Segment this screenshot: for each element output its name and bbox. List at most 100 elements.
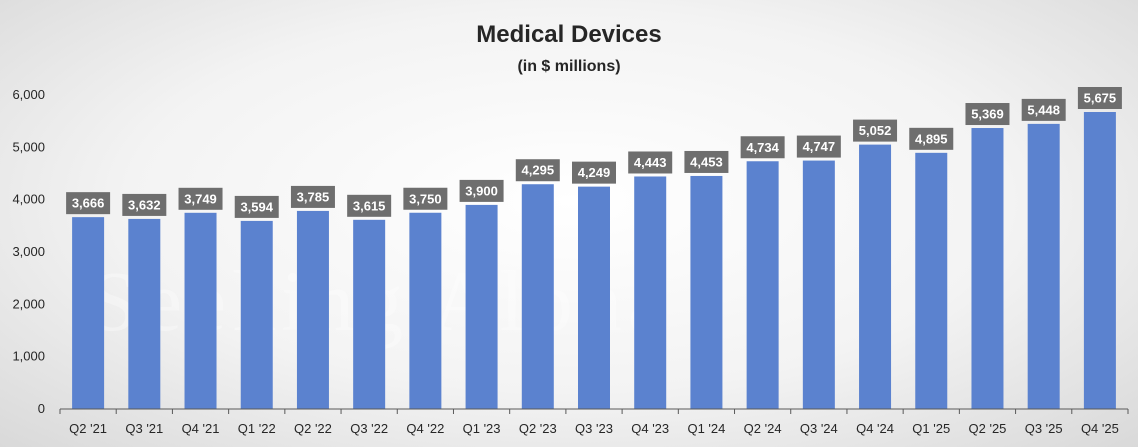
data-label: 5,675 [1077, 87, 1122, 110]
x-tick-label: Q2 '23 [519, 421, 557, 436]
x-tick-label: Q4 '22 [406, 421, 444, 436]
bar [409, 212, 442, 409]
data-label: 4,453 [684, 150, 729, 173]
data-label-box [965, 103, 1010, 126]
y-tick-label: 4,000 [12, 192, 45, 207]
bar [465, 204, 498, 409]
data-label-box [459, 179, 504, 202]
x-tick-label: Q4 '21 [182, 421, 220, 436]
data-label: 5,448 [1021, 98, 1066, 121]
data-label-text: 3,615 [353, 198, 386, 213]
x-tick-label: Q3 '21 [125, 421, 163, 436]
x-tick-label: Q3 '22 [350, 421, 388, 436]
bar [915, 152, 948, 409]
chart-subtitle: (in $ millions) [517, 58, 620, 75]
x-tick-label: Q3 '23 [575, 421, 613, 436]
y-tick-label: 5,000 [12, 139, 45, 154]
data-label-box [853, 119, 898, 142]
x-tick-label: Q4 '24 [856, 421, 894, 436]
data-label-box [740, 136, 785, 159]
x-tick-label: Q2 '25 [969, 421, 1007, 436]
chart-title: Medical Devices [476, 21, 661, 48]
data-label-text: 5,052 [859, 123, 892, 138]
data-label-box [66, 192, 111, 215]
y-axis: 0 1,000 2,000 3,000 4,000 5,000 6,000 [12, 87, 45, 416]
data-label: 3,594 [234, 195, 279, 218]
data-label-text: 3,632 [128, 197, 161, 212]
data-label: 3,632 [122, 193, 167, 216]
data-label-text: 4,453 [690, 154, 723, 169]
x-tick-label: Q3 '25 [1025, 421, 1063, 436]
bar [802, 160, 835, 409]
bar-series [72, 112, 1116, 409]
data-label-box [628, 151, 673, 174]
x-tick-label: Q4 '25 [1081, 421, 1119, 436]
bar [521, 184, 554, 409]
data-label-box [347, 194, 392, 217]
data-label-text: 3,749 [184, 191, 217, 206]
data-label-text: 4,734 [746, 140, 779, 155]
data-label-text: 5,369 [971, 107, 1004, 122]
x-tick-label: Q2 '21 [69, 421, 107, 436]
data-label-text: 4,443 [634, 155, 667, 170]
data-labels: 3,666 3,632 3,749 3,594 3,785 3,615 3,750 3,900… [66, 87, 1122, 218]
x-tick-label: Q1 '23 [463, 421, 501, 436]
bar [240, 220, 273, 409]
data-label: 5,052 [853, 119, 898, 142]
bar [72, 217, 105, 409]
data-label: 4,895 [909, 127, 954, 150]
data-label: 4,734 [740, 136, 785, 159]
x-tick-label: Q4 '23 [631, 421, 669, 436]
data-label: 4,249 [572, 161, 616, 184]
bar [184, 212, 217, 409]
x-tick-label: Q1 '25 [912, 421, 950, 436]
data-label: 3,785 [290, 185, 335, 208]
bar [746, 161, 779, 409]
bar [128, 218, 161, 409]
data-label: 5,369 [965, 103, 1010, 126]
data-label-text: 3,666 [72, 196, 105, 211]
data-label-box [1021, 98, 1066, 121]
data-label-box [684, 150, 729, 173]
bar [353, 219, 386, 409]
data-label-box [122, 193, 167, 216]
data-label-text: 4,895 [915, 131, 948, 146]
data-label-box [290, 185, 335, 208]
x-axis: Q2 '21 Q3 '21 Q4 '21 Q1 '22 Q2 '22 Q3 '22 Q4 '… [59, 408, 1129, 436]
data-label: 4,747 [796, 135, 841, 158]
bar [1083, 112, 1116, 409]
x-tick-label: Q2 '24 [744, 421, 782, 436]
bar [859, 144, 892, 409]
data-label-text: 4,295 [522, 163, 555, 178]
data-label-box [515, 159, 560, 182]
data-label-text: 3,785 [297, 189, 330, 204]
bar [1027, 123, 1060, 409]
data-label-box [909, 127, 954, 150]
data-label-box [403, 187, 448, 210]
x-tick-label: Q1 '22 [238, 421, 276, 436]
data-label-text: 3,900 [465, 183, 498, 198]
data-label-box [178, 187, 223, 210]
y-tick-label: 6,000 [12, 87, 45, 102]
data-label-text: 3,594 [240, 199, 273, 214]
bar [634, 176, 667, 409]
x-tick-label: Q1 '24 [687, 421, 725, 436]
data-label-text: 4,747 [803, 139, 836, 154]
y-tick-label: 2,000 [12, 296, 45, 311]
data-label-box [796, 135, 841, 158]
data-label: 3,750 [403, 187, 448, 210]
data-label: 3,749 [178, 187, 223, 210]
x-tick-label: Q3 '24 [800, 421, 838, 436]
data-label-text: 3,750 [409, 191, 442, 206]
bar [690, 175, 723, 409]
data-label-text: 4,249 [578, 165, 611, 180]
y-tick-label: 3,000 [12, 244, 45, 259]
data-label-text: 5,448 [1027, 102, 1060, 117]
x-tick-label: Q2 '22 [294, 421, 332, 436]
data-label-box [1077, 87, 1122, 110]
bar [971, 128, 1004, 409]
y-tick-label: 1,000 [12, 349, 45, 364]
bar [578, 186, 610, 409]
